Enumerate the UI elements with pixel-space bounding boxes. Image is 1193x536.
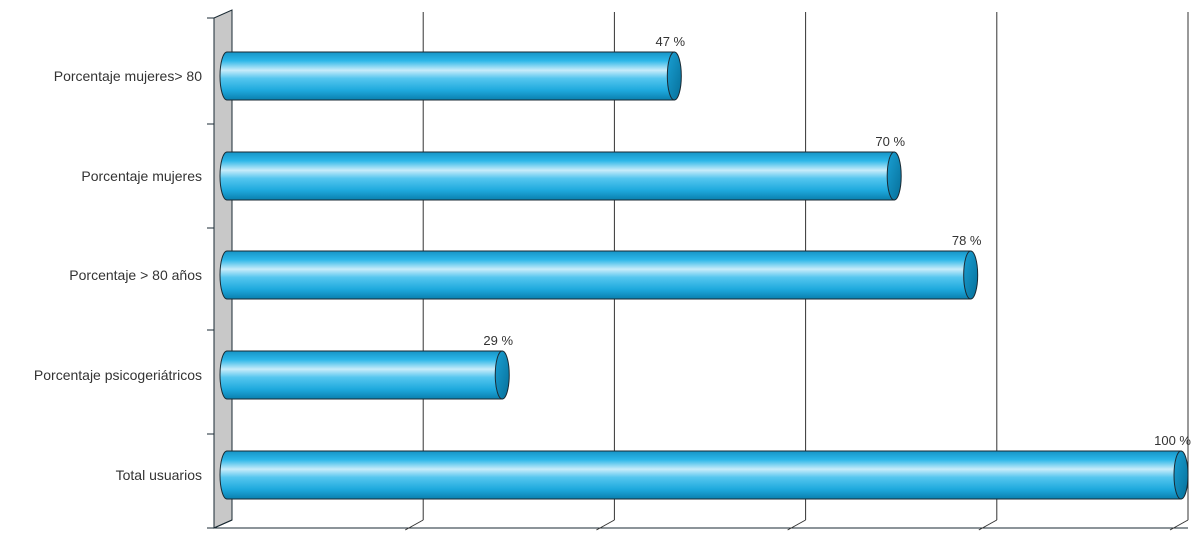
category-labels: Porcentaje mujeres> 80 Porcentaje mujeres… — [34, 68, 202, 483]
bar-cap-0 — [666, 51, 682, 101]
data-label-4: 100 % — [1154, 433, 1191, 448]
data-label-0: 47 % — [655, 34, 685, 49]
gridline-foot-80 — [978, 519, 998, 531]
bar-1 — [219, 151, 902, 201]
bar-0 — [219, 51, 682, 101]
bar-3 — [219, 350, 510, 400]
bar-body-4 — [219, 450, 1182, 500]
gridline-foot-40 — [596, 519, 615, 531]
bar-body-0 — [219, 51, 675, 101]
bar-4 — [219, 450, 1189, 500]
bar-2 — [219, 250, 979, 300]
bar-body-3 — [219, 350, 503, 400]
bar-series — [219, 51, 1189, 500]
bar-cap-4 — [1173, 450, 1189, 500]
gridline-foot-60 — [787, 519, 806, 531]
data-label-1: 70 % — [875, 134, 905, 149]
bar-body-1 — [219, 151, 895, 201]
category-label-4: Total usuarios — [116, 467, 202, 483]
category-label-0: Porcentaje mujeres> 80 — [54, 68, 202, 84]
bar-cap-2 — [963, 250, 979, 300]
bar-cap-1 — [886, 151, 902, 201]
data-labels: 47 % 70 % 78 % 29 % 100 % — [483, 34, 1191, 448]
floor-edge — [213, 519, 233, 529]
bar-body-2 — [219, 250, 972, 300]
category-label-3: Porcentaje psicogeriátricos — [34, 367, 202, 383]
gridline-foot-100 — [1169, 519, 1189, 531]
data-label-3: 29 % — [483, 333, 513, 348]
category-label-1: Porcentaje mujeres — [81, 168, 202, 184]
data-label-2: 78 % — [952, 233, 982, 248]
bar-cap-3 — [494, 350, 510, 400]
gridline-foot-20 — [404, 519, 424, 531]
category-label-2: Porcentaje > 80 años — [69, 267, 202, 283]
